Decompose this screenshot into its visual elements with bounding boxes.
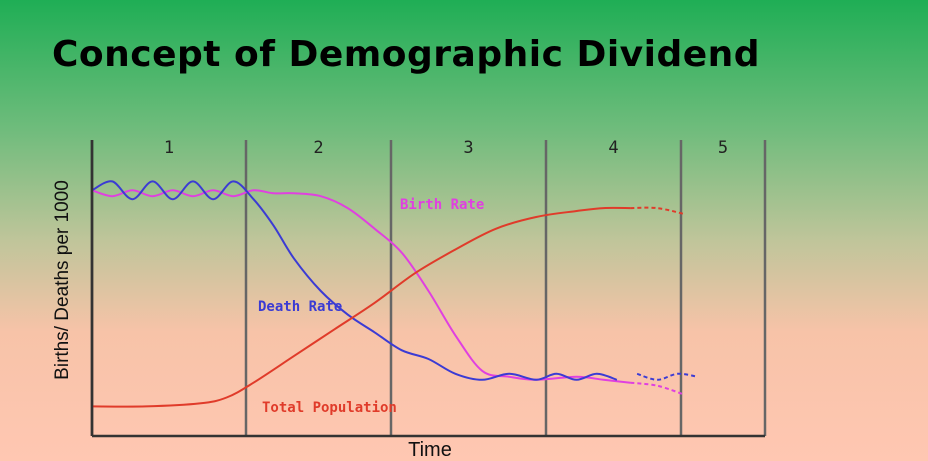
total-population-projection-line — [630, 206, 685, 215]
axes — [90, 140, 765, 438]
y-axis-label: Births/ Deaths per 1000 — [52, 180, 73, 380]
x-axis-label: Time — [408, 439, 452, 461]
birth-rate-projection-line — [630, 381, 685, 396]
death-rate-projection-line — [636, 372, 698, 381]
stage-label: 3 — [463, 138, 473, 158]
series-lines — [91, 180, 698, 408]
death-rate-label: Death Rate — [258, 299, 342, 315]
axis-and-series-labels: Time Births/ Deaths per 1000 Birth Rate Dea… — [52, 180, 484, 461]
death-rate-line — [91, 180, 618, 381]
birth-rate-label: Birth Rate — [400, 197, 484, 213]
birth-rate-line — [91, 189, 631, 384]
stage-label: 2 — [313, 138, 323, 158]
total-population-line — [91, 206, 631, 408]
stage-label: 4 — [608, 138, 618, 158]
stage-label: 1 — [164, 138, 174, 158]
stage-label: 5 — [718, 138, 728, 158]
total-population-label: Total Population — [262, 400, 397, 416]
slide-title: Concept of Demographic Dividend — [52, 34, 761, 75]
stage-labels: 1 2 3 4 5 — [164, 138, 728, 158]
stage-dividers — [90, 140, 767, 436]
